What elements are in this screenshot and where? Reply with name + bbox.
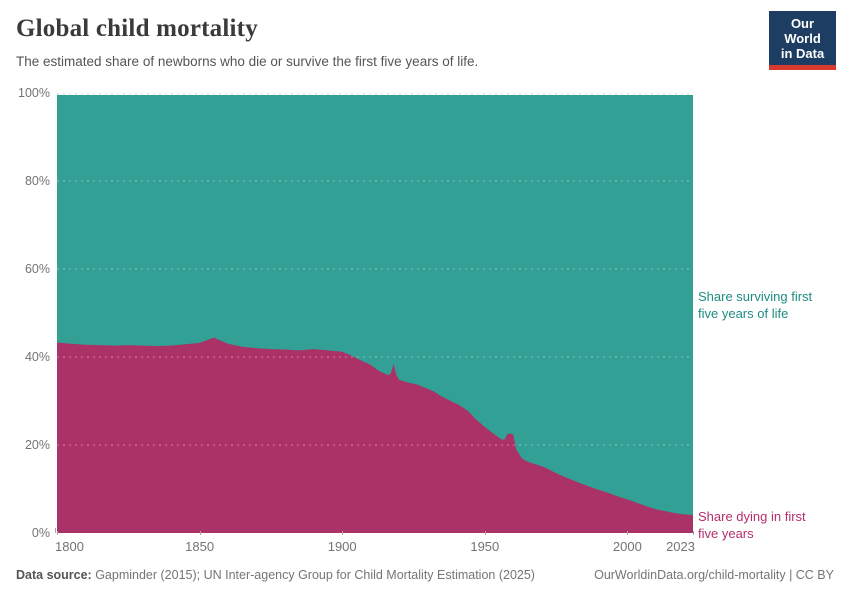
y-tick-label-0: 0% [31,526,50,540]
x-tick-mark-2000 [627,531,629,535]
stacked-area-chart [57,93,693,533]
y-tick-label-20: 20% [24,438,50,452]
legend-label-dying-line2: five years [698,525,754,541]
plot-area [57,93,693,533]
y-axis-zero-tick [55,528,56,533]
y-tick-label-40: 40% [24,350,50,364]
data-source-text: Gapminder (2015); UN Inter-agency Group … [91,568,535,582]
legend-label-surviving-line1: Share surviving first [698,289,813,304]
x-tick-mark-1950 [484,531,486,535]
x-tick-mark-1800 [57,531,58,535]
owid-url-link[interactable]: OurWorldinData.org/child-mortality | CC … [594,568,834,582]
x-tick-mark-2023 [693,531,694,535]
x-tick-label-2000: 2000 [612,539,642,554]
x-tick-mark-1900 [342,531,344,535]
y-tick-label-100: 100% [18,86,50,100]
x-tick-label-1800: 1800 [55,539,84,554]
data-source-note: Data source: Gapminder (2015); UN Inter-… [16,568,535,582]
legend-label-dying-line1: Share dying in first [698,509,806,524]
x-tick-label-2023: 2023 [666,539,695,554]
legend-label-surviving-line2: five years of life [698,305,789,321]
x-tick-label-1850: 1850 [185,539,215,554]
legend-label-surviving: Share surviving first five years of life [698,289,848,322]
chart-subtitle: The estimated share of newborns who die … [16,54,479,69]
owid-logo: Our World in Data [769,11,836,70]
x-tick-label-1950: 1950 [470,539,500,554]
data-source-label: Data source: [16,568,92,582]
area-dying [57,337,693,533]
owid-logo-line2: in Data [780,46,825,61]
chart-title: Global child mortality [16,15,258,42]
x-tick-mark-1850 [199,531,201,535]
x-tick-label-1900: 1900 [327,539,357,554]
y-tick-label-60: 60% [24,262,50,276]
chart-footer: Data source: Gapminder (2015); UN Inter-… [16,568,834,582]
owid-logo-line1: Our World [784,16,821,46]
y-tick-label-80: 80% [24,174,50,188]
legend-label-dying: Share dying in first five years [698,509,848,542]
